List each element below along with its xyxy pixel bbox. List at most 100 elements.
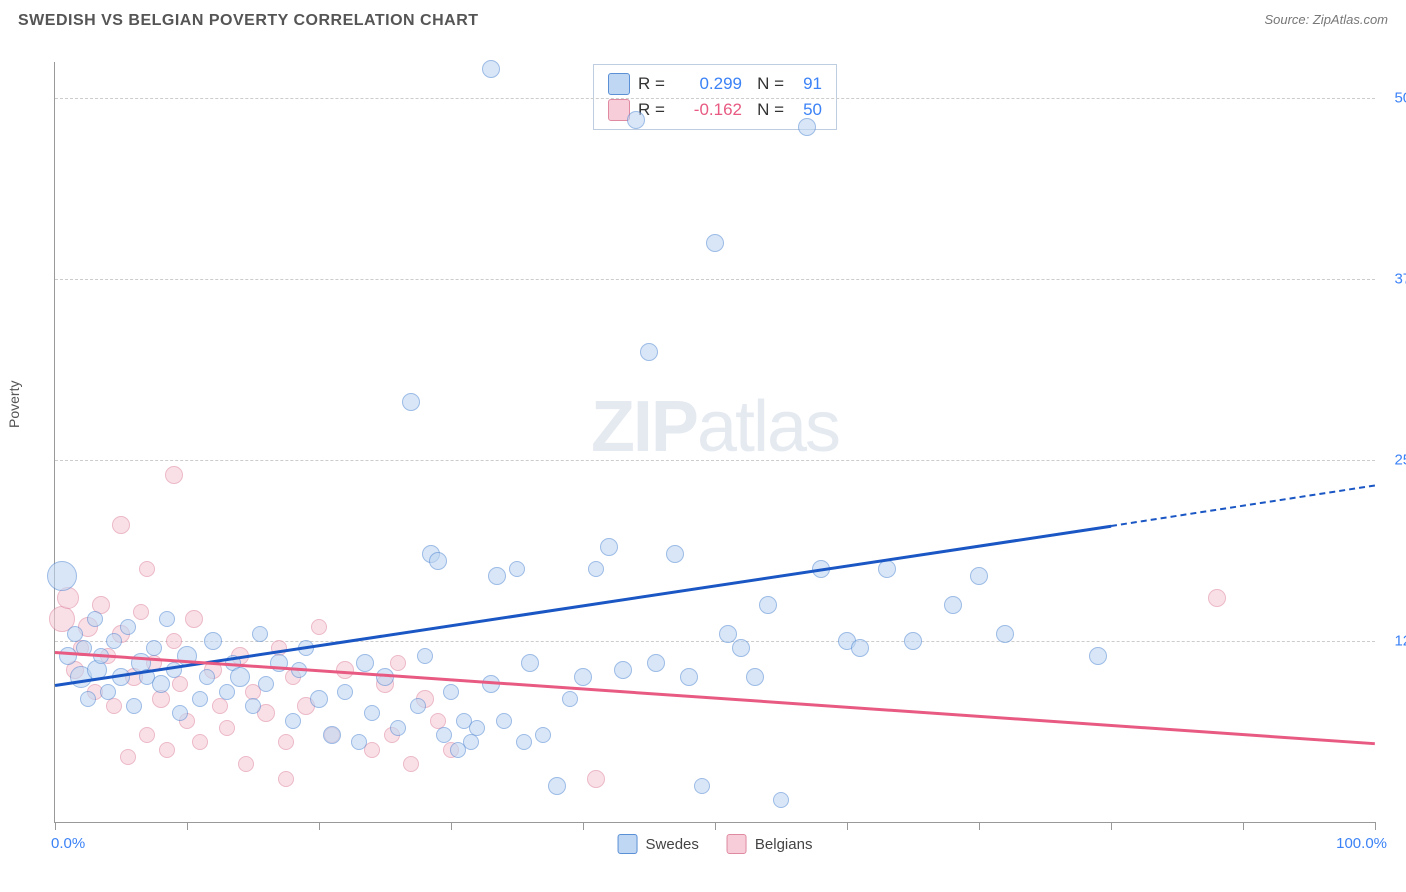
x-tick: [319, 822, 320, 830]
data-point-swedes: [851, 639, 869, 657]
legend-swatch: [618, 834, 638, 854]
data-point-swedes: [146, 640, 162, 656]
data-point-belgians: [172, 676, 188, 692]
gridline: [55, 98, 1375, 99]
data-point-swedes: [219, 684, 235, 700]
data-point-swedes: [351, 734, 367, 750]
gridline: [55, 460, 1375, 461]
data-point-belgians: [587, 770, 605, 788]
data-point-swedes: [488, 567, 506, 585]
data-point-swedes: [732, 639, 750, 657]
data-point-swedes: [496, 713, 512, 729]
plot-area: ZIPatlas R =0.299N =91R =-0.162N =50 Swe…: [54, 62, 1375, 823]
data-point-swedes: [1089, 647, 1107, 665]
data-point-swedes: [719, 625, 737, 643]
legend-stat-row: R =0.299N =91: [608, 71, 822, 97]
x-tick: [847, 822, 848, 830]
data-point-swedes: [509, 561, 525, 577]
data-point-swedes: [463, 734, 479, 750]
legend-label: Belgians: [755, 836, 813, 853]
legend-n-label: N =: [750, 97, 784, 123]
x-tick: [55, 822, 56, 830]
data-point-belgians: [278, 771, 294, 787]
legend-r-label: R =: [638, 71, 668, 97]
data-point-swedes: [390, 720, 406, 736]
data-point-belgians: [112, 516, 130, 534]
data-point-swedes: [482, 60, 500, 78]
y-tick-label: 12.5%: [1394, 633, 1406, 650]
data-point-swedes: [666, 545, 684, 563]
data-point-swedes: [285, 713, 301, 729]
data-point-belgians: [278, 734, 294, 750]
x-axis-label-min: 0.0%: [51, 835, 85, 852]
data-point-swedes: [323, 726, 341, 744]
chart-container: Poverty ZIPatlas R =0.299N =91R =-0.162N…: [0, 48, 1406, 892]
data-point-swedes: [436, 727, 452, 743]
y-tick-label: 37.5%: [1394, 271, 1406, 288]
data-point-swedes: [337, 684, 353, 700]
data-point-swedes: [230, 667, 250, 687]
data-point-swedes: [759, 596, 777, 614]
chart-title: SWEDISH VS BELGIAN POVERTY CORRELATION C…: [18, 12, 479, 30]
gridline: [55, 279, 1375, 280]
data-point-swedes: [944, 596, 962, 614]
x-tick: [979, 822, 980, 830]
data-point-swedes: [258, 676, 274, 692]
data-point-belgians: [106, 698, 122, 714]
data-point-swedes: [443, 684, 459, 700]
data-point-belgians: [120, 749, 136, 765]
data-point-swedes: [521, 654, 539, 672]
data-point-belgians: [192, 734, 208, 750]
x-tick: [583, 822, 584, 830]
data-point-swedes: [614, 661, 632, 679]
data-point-swedes: [126, 698, 142, 714]
data-point-swedes: [376, 668, 394, 686]
data-point-belgians: [139, 561, 155, 577]
watermark: ZIPatlas: [591, 386, 839, 468]
data-point-belgians: [212, 698, 228, 714]
data-point-swedes: [204, 632, 222, 650]
data-point-swedes: [172, 705, 188, 721]
data-point-swedes: [706, 234, 724, 252]
data-point-swedes: [535, 727, 551, 743]
data-point-swedes: [252, 626, 268, 642]
data-point-swedes: [469, 720, 485, 736]
data-point-swedes: [516, 734, 532, 750]
x-tick: [187, 822, 188, 830]
data-point-swedes: [996, 625, 1014, 643]
trendline-swedes-ext: [1111, 485, 1375, 528]
data-point-belgians: [165, 466, 183, 484]
data-point-swedes: [798, 118, 816, 136]
data-point-belgians: [133, 604, 149, 620]
data-point-swedes: [627, 111, 645, 129]
data-point-swedes: [574, 668, 592, 686]
data-point-swedes: [640, 343, 658, 361]
data-point-belgians: [311, 619, 327, 635]
data-point-swedes: [402, 393, 420, 411]
data-point-swedes: [100, 684, 116, 700]
data-point-swedes: [680, 668, 698, 686]
data-point-belgians: [403, 756, 419, 772]
data-point-belgians: [238, 756, 254, 772]
data-point-belgians: [166, 633, 182, 649]
y-tick-label: 25.0%: [1394, 452, 1406, 469]
legend-r-value: -0.162: [676, 97, 742, 123]
data-point-swedes: [199, 669, 215, 685]
legend-swatch: [608, 73, 630, 95]
data-point-swedes: [588, 561, 604, 577]
watermark-light: atlas: [697, 387, 839, 467]
data-point-swedes: [120, 619, 136, 635]
data-point-swedes: [364, 705, 380, 721]
data-point-belgians: [390, 655, 406, 671]
data-point-belgians: [1208, 589, 1226, 607]
x-tick: [451, 822, 452, 830]
data-point-swedes: [159, 611, 175, 627]
data-point-swedes: [482, 675, 500, 693]
x-tick: [1111, 822, 1112, 830]
legend-r-value: 0.299: [676, 71, 742, 97]
y-axis-label: Poverty: [6, 381, 22, 428]
data-point-swedes: [600, 538, 618, 556]
data-point-swedes: [878, 560, 896, 578]
data-point-swedes: [245, 698, 261, 714]
x-axis-label-max: 100.0%: [1336, 835, 1387, 852]
